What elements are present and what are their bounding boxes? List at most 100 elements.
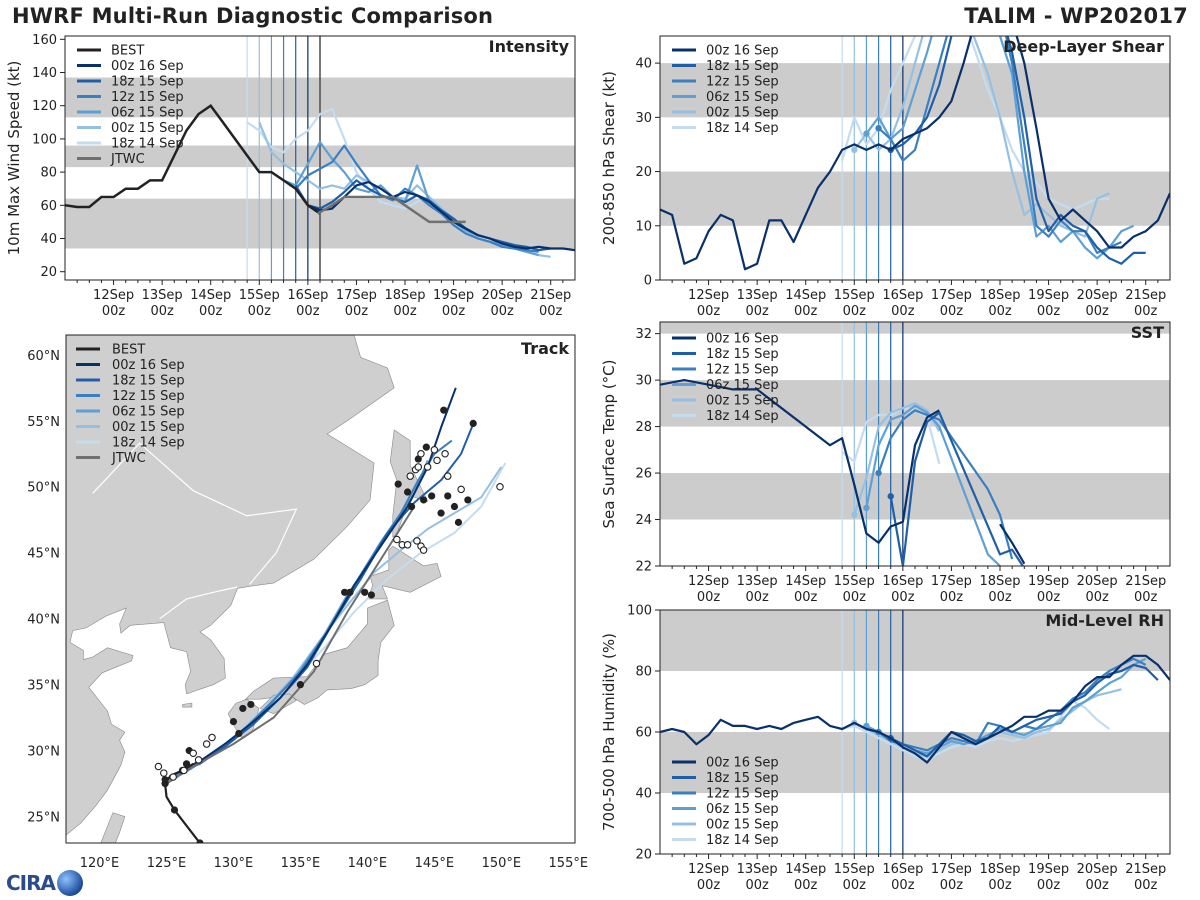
track-point-00z [341,588,349,596]
x-tick-label: 00z [490,304,514,319]
x-tick-label: 16Sep [287,288,328,303]
y-tick-label: 22 [635,560,652,575]
globe-icon [57,870,83,896]
track-point-12z [202,740,211,748]
x-tick-label: 00z [940,590,964,605]
lon-label: 155°E [549,856,589,871]
init-marker [863,504,870,512]
legend-label: 00z 16 Sep [111,59,184,74]
x-tick-label: 15Sep [239,288,280,303]
lat-label: 35°N [27,679,60,694]
shear-plot-area [660,36,1170,280]
y-tick-label: 140 [32,66,57,81]
y-tick-label: 20 [40,265,57,280]
track-point-00z [403,488,412,496]
track-point-00z [235,729,243,738]
x-tick-label: 14Sep [785,288,826,303]
x-tick-label: 00z [199,304,223,319]
lon-label: 120°E [80,856,120,871]
legend-label: 12z 15 Sep [111,90,184,105]
shaded-band [660,473,1170,520]
shaded-band [660,322,1170,334]
x-tick-label: 15Sep [834,288,875,303]
cira-logo: CIRA [6,870,83,896]
legend-label: 06z 15 Sep [706,378,779,393]
lat-label: 55°N [27,415,60,430]
y-tick-label: 60 [635,726,652,741]
x-tick-label: 13Sep [142,288,183,303]
track-point-00z [247,700,255,709]
series-line [660,36,1170,271]
legend-label: 00z 15 Sep [706,394,779,409]
sst-panel: 22242628303212Sep00z13Sep00z14Sep00z15Se… [600,321,1171,605]
track-point-12z [169,773,177,781]
y-tick-label: 160 [32,33,57,48]
border-line [159,586,238,620]
track-point-12z [189,749,198,758]
x-tick-label: 19Sep [433,288,474,303]
track-point-12z [433,456,441,465]
init-marker [851,146,858,154]
x-tick-label: 12Sep [688,862,729,877]
track-point-00z [469,419,477,428]
legend-label: 00z 15 Sep [706,818,779,833]
lat-label: 25°N [27,811,60,826]
x-tick-label: 16Sep [882,288,923,303]
track-point-00z [428,492,436,500]
x-tick-label: 13Sep [737,574,778,589]
series-line [660,379,1026,565]
x-tick-label: 00z [296,304,320,319]
legend-label: 00z 16 Sep [706,756,779,771]
legend-label: 06z 15 Sep [112,405,185,420]
y-axis-label: 700-500 hPa Humidity (%) [600,633,618,831]
series-line [307,181,575,252]
x-tick-label: 20Sep [1077,574,1118,589]
series-line [841,36,1110,211]
track-point-12z [180,766,188,775]
track-point-00z [440,406,448,414]
init-marker [887,493,894,500]
y-tick-label: 120 [32,99,57,114]
legend-label: 18z 15 Sep [706,59,779,74]
legend-label: 12z 15 Sep [112,389,185,404]
x-tick-label: 21Sep [530,288,571,303]
track-point-00z [346,588,354,596]
intensity-plot-area [65,36,575,280]
x-tick-label: 21Sep [1125,574,1166,589]
x-tick-label: 00z [1134,590,1158,605]
x-tick-label: 15Sep [834,574,875,589]
track-point-12z [393,535,401,544]
x-tick-label: 16Sep [882,862,923,877]
legend-label: 06z 15 Sep [706,802,779,817]
x-tick-label: 00z [988,304,1012,319]
lon-label: 130°E [214,856,254,871]
track-point-00z [437,509,445,517]
x-tick-label: 14Sep [785,862,826,877]
best-track-line [65,103,321,215]
x-tick-label: 18Sep [979,288,1020,303]
track-map-panel: 120°E 125°E 130°E 135°E 140°E 145°E 150°E 155°E… [27,334,589,871]
track-point-12z [441,450,449,458]
shaded-band [660,732,1170,793]
track-point-00z [239,704,247,713]
legend-label: JTWC [111,451,146,466]
y-tick-label: 20 [635,165,652,180]
lat-label: 30°N [27,745,60,760]
jeju-island [182,702,193,708]
x-tick-label: 12Sep [93,288,134,303]
x-tick-label: 00z [891,304,915,319]
track-point-00z [407,502,416,511]
series-line [853,36,1110,238]
track-point-12z [413,537,421,545]
panel-title: SST [1131,323,1164,342]
y-tick-label: 60 [40,199,57,214]
x-tick-label: 00z [102,304,126,319]
x-tick-label: 00z [940,878,964,893]
series-line [282,144,539,253]
track-point-00z [161,776,169,784]
legend-label: 18z 15 Sep [706,771,779,786]
y-tick-label: 30 [635,374,652,389]
panel-title: Deep-Layer Shear [1003,37,1164,56]
x-tick-label: 00z [745,878,769,893]
x-tick-label: 00z [843,304,867,319]
